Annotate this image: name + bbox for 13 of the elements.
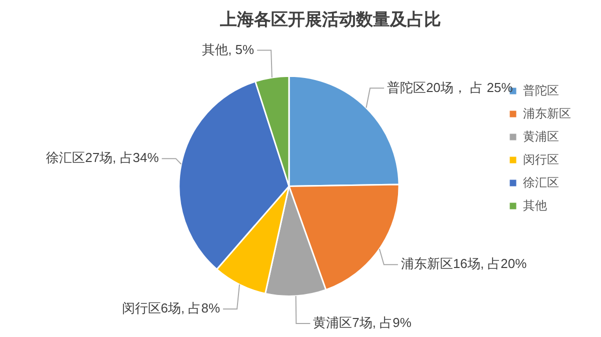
- data-label: 其他, 5%: [202, 42, 255, 57]
- data-label: 徐汇区27场, 占34%: [46, 150, 160, 166]
- legend-label: 其他: [523, 198, 547, 212]
- legend-label: 浦东新区: [523, 106, 571, 120]
- data-label: 浦东新区16场, 占20%: [400, 256, 528, 272]
- data-label: 普陀区20场， 占 25%: [387, 80, 514, 95]
- legend-label: 黄浦区: [523, 129, 559, 144]
- chart-title: 上海各区开展活动数量及占比: [219, 10, 441, 29]
- legend-label: 徐汇区: [523, 175, 559, 190]
- legend-label: 普陀区: [523, 83, 559, 98]
- legend-label: 闵行区: [523, 152, 559, 166]
- data-label: 黄浦区7场, 占9%: [313, 315, 412, 330]
- data-label: 闵行区6场, 占8%: [122, 300, 220, 316]
